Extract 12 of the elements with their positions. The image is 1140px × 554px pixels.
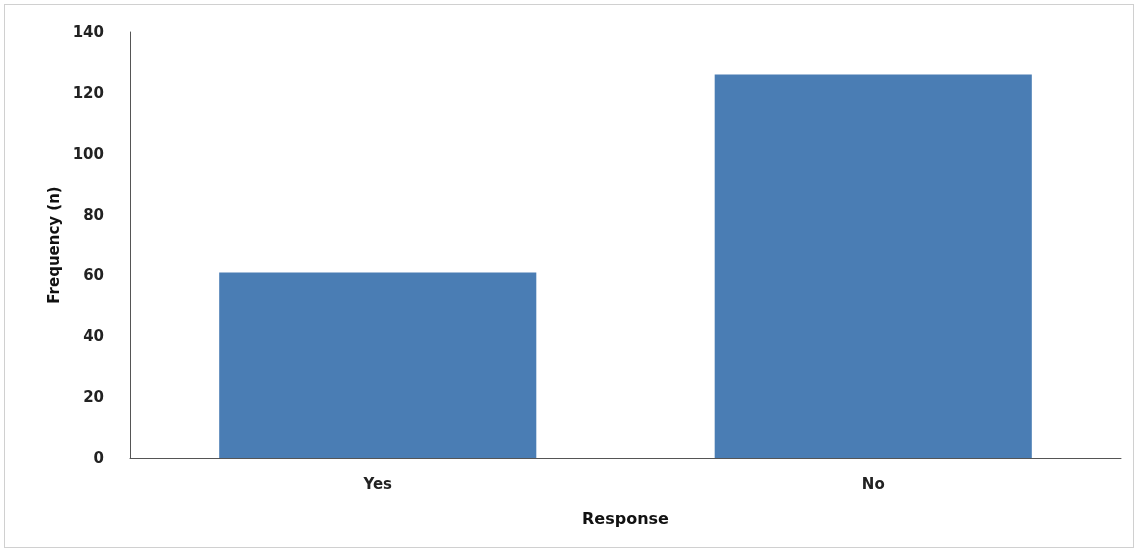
y-tick-label: 100: [72, 144, 104, 163]
y-tick-label: 60: [83, 266, 104, 285]
y-tick-label: 80: [83, 205, 104, 224]
y-tick-label: 0: [93, 449, 104, 467]
x-tick-label: No: [861, 474, 885, 493]
x-tick-label: Yes: [362, 474, 393, 493]
y-tick-label: 20: [83, 388, 104, 407]
y-tick-label: 120: [72, 83, 104, 102]
y-tick-label: 140: [72, 23, 104, 41]
x-axis-title: Response: [582, 508, 670, 528]
y-axis-title: Frequency (n): [45, 186, 64, 304]
y-tick-label: 40: [83, 327, 104, 346]
